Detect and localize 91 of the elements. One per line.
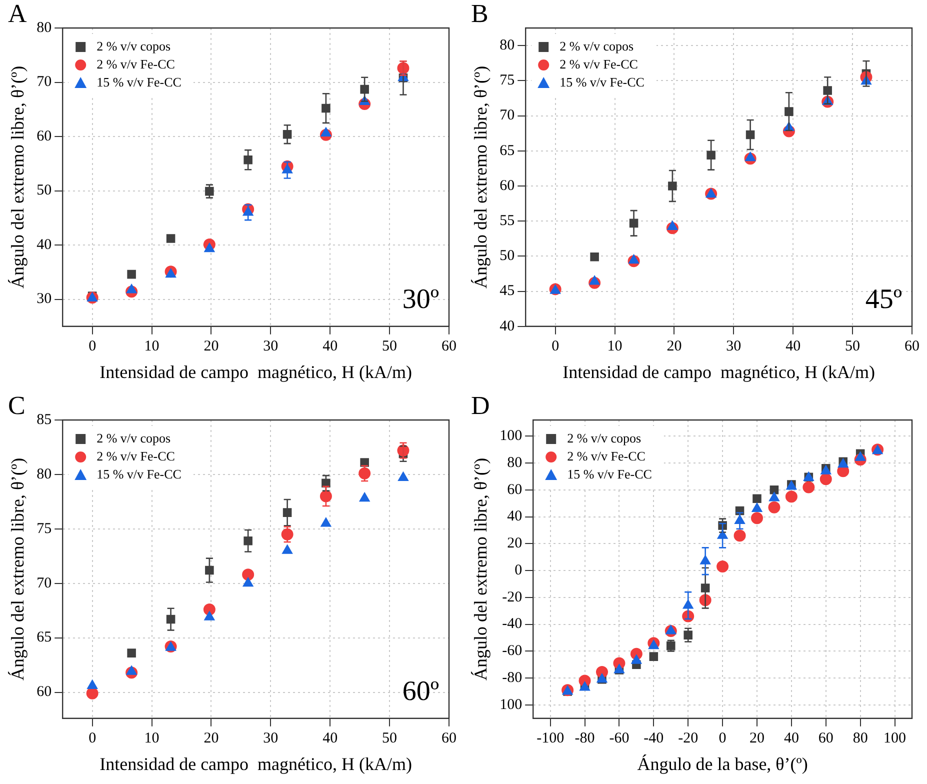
x-tick-label: -20 <box>678 730 698 746</box>
y-tick-label: 20 <box>507 536 522 552</box>
y-tick-label: 80 <box>36 466 52 482</box>
y-tick-label: 60 <box>500 178 515 194</box>
y-tick-label: 0 <box>514 562 522 578</box>
y-tick-label: 60 <box>36 128 52 144</box>
legend-label: 2 % v/v Fe-CC <box>96 56 175 72</box>
x-tick-label: 60 <box>442 730 456 746</box>
x-tick-label: 40 <box>784 730 799 746</box>
x-tick-label: 50 <box>382 338 398 354</box>
y-tick-label: 70 <box>36 575 52 592</box>
x-tick-label: 60 <box>818 730 834 746</box>
y-tick-label: -40 <box>502 616 522 632</box>
y-tick-label: 85 <box>36 412 52 428</box>
legend-label: 2 % v/v copos <box>96 430 171 446</box>
x-tick-label: 0 <box>552 338 560 354</box>
y-tick-label: 75 <box>36 520 52 537</box>
y-tick-label: 40 <box>36 236 52 253</box>
y-tick-label: 50 <box>36 182 52 199</box>
y-tick-label: -60 <box>502 643 522 660</box>
annotation: 45º <box>865 284 902 315</box>
x-tick-label: -40 <box>644 730 664 746</box>
legend-label: 2 % v/v copos <box>567 430 642 446</box>
annotation: 30º <box>402 284 440 315</box>
x-tick-label: 30 <box>263 730 278 746</box>
annotation: 60º <box>402 676 440 707</box>
y-tick-label: 100 <box>500 696 522 713</box>
x-tick-label: -80 <box>574 730 595 746</box>
x-tick-label: 40 <box>322 338 338 354</box>
x-tick-label: -60 <box>609 730 630 746</box>
x-tick-label: 30 <box>263 338 278 354</box>
y-tick-label: 70 <box>36 74 52 90</box>
x-tick-label: 0 <box>718 730 726 746</box>
x-tick-label: 10 <box>607 338 622 354</box>
y-tick-label: 70 <box>500 108 515 124</box>
legend-label: 2 % v/v Fe-CC <box>567 448 646 464</box>
y-tick-label: 65 <box>36 630 52 646</box>
y-tick-label: 80 <box>507 454 522 471</box>
x-tick-label: 80 <box>852 730 868 746</box>
x-tick-label: 50 <box>382 730 398 746</box>
y-tick-label: 50 <box>500 248 515 264</box>
y-tick-label: 80 <box>500 37 515 54</box>
y-axis-title: Ángulo del extremo libre, θ’(º) <box>8 66 28 289</box>
x-tick-label: 20 <box>204 730 219 746</box>
x-axis-title: Intensidad de campo magnético, H (kA/m) <box>562 362 876 382</box>
y-tick-label: -80 <box>502 670 522 686</box>
legend-label: 15 % v/v Fe-CC <box>567 466 652 482</box>
x-tick-label: 50 <box>845 338 860 354</box>
chart-title: C <box>8 390 26 420</box>
legend-label: 2 % v/v Fe-CC <box>96 448 175 464</box>
x-tick-label: 60 <box>904 338 920 354</box>
y-tick-label: 80 <box>36 20 52 36</box>
y-tick-label: 75 <box>500 72 515 89</box>
x-tick-label: 10 <box>144 730 160 746</box>
x-axis-title: Ángulo de la base, θ’(º) <box>637 754 808 774</box>
chart-title: B <box>471 0 488 28</box>
y-tick-label: 45 <box>500 283 515 300</box>
x-tick-label: 30 <box>726 338 742 354</box>
legend-label: 2 % v/v copos <box>96 38 171 54</box>
legend-label: 15 % v/v Fe-CC <box>96 74 182 90</box>
y-tick-label: 30 <box>36 291 52 308</box>
y-tick-label: 60 <box>507 482 522 498</box>
x-axis-title: Intensidad de campo magnético, H (kA/m) <box>100 362 412 382</box>
x-tick-label: 60 <box>442 338 456 354</box>
chart-title: D <box>471 390 490 420</box>
legend-label: 2 % v/v Fe-CC <box>560 56 638 72</box>
y-tick-label: 60 <box>36 684 52 700</box>
x-axis-title: Intensidad de campo magnético, H (kA/m) <box>100 754 412 774</box>
x-tick-label: 100 <box>884 730 906 746</box>
x-tick-label: 20 <box>749 730 764 746</box>
x-tick-label: 40 <box>322 730 338 746</box>
x-tick-label: 0 <box>88 730 96 746</box>
legend-label: 15 % v/v Fe-CC <box>96 466 182 482</box>
x-tick-label: 40 <box>786 338 801 354</box>
y-tick-label: 55 <box>500 213 515 230</box>
y-axis-title: Ángulo del extremo libre, θ’(º) <box>8 458 28 681</box>
legend-label: 15 % v/v Fe-CC <box>560 74 644 90</box>
x-tick-label: 0 <box>88 338 96 354</box>
y-tick-label: -20 <box>502 589 522 606</box>
y-tick-label: 100 <box>500 428 522 444</box>
x-tick-label: 20 <box>666 338 682 354</box>
x-tick-label: 20 <box>204 338 219 354</box>
x-tick-label: 10 <box>144 338 160 354</box>
chart-title: A <box>8 0 27 28</box>
y-tick-label: 40 <box>507 508 522 525</box>
y-axis-title: Ángulo del extremo libre, θ’(º) <box>470 66 491 289</box>
y-tick-label: 40 <box>500 318 515 334</box>
y-axis-title: Ángulo del extremo libre, θ’(º) <box>470 458 491 681</box>
legend-label: 2 % v/v copos <box>560 38 634 54</box>
x-tick-label: -100 <box>536 730 564 746</box>
y-tick-label: 65 <box>500 142 515 159</box>
